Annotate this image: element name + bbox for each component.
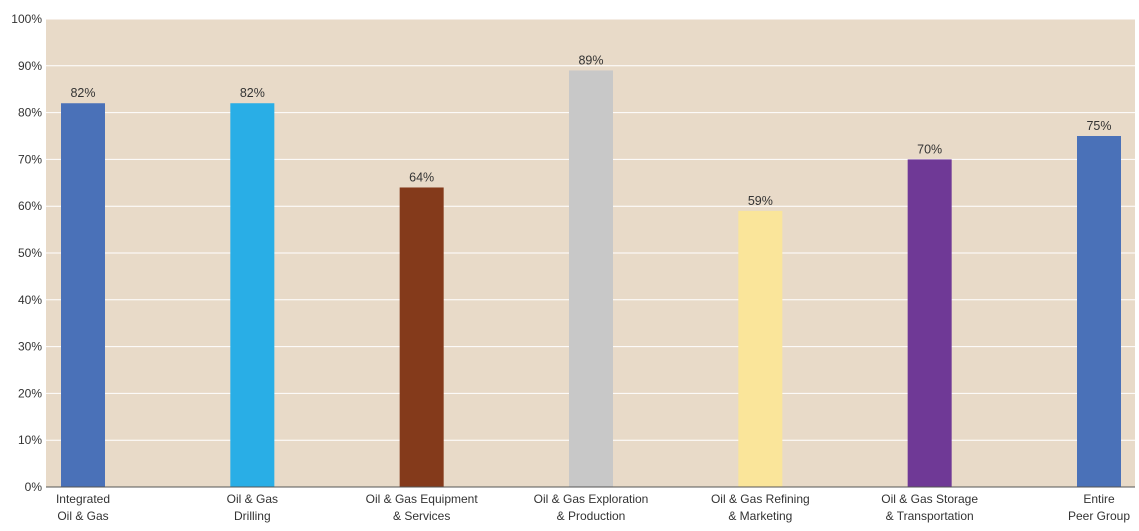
category-label: Oil & Gas — [57, 509, 108, 523]
bars — [61, 70, 1121, 488]
y-tick-label: 100% — [11, 12, 42, 26]
category-label: Oil & Gas Storage — [881, 492, 978, 506]
category-label: Entire — [1083, 492, 1115, 506]
bar — [1077, 136, 1121, 487]
data-label: 70% — [917, 142, 942, 156]
y-tick-label: 50% — [18, 246, 42, 260]
bar — [230, 103, 275, 488]
category-label: Oil & Gas — [227, 492, 278, 506]
y-tick-label: 30% — [18, 340, 42, 354]
y-tick-label: 40% — [18, 293, 42, 307]
bar — [738, 210, 783, 487]
bar — [61, 103, 105, 488]
category-label: Drilling — [234, 509, 271, 523]
data-label: 75% — [1086, 119, 1111, 133]
category-label: & Transportation — [886, 509, 974, 523]
category-label: Oil & Gas Refining — [711, 492, 810, 506]
bar — [399, 187, 444, 488]
category-label: & Marketing — [728, 509, 792, 523]
y-tick-label: 20% — [18, 386, 42, 400]
data-label: 64% — [409, 170, 434, 184]
category-label: & Services — [393, 509, 450, 523]
x-axis-category-labels: Integrated Oil & Gas Oil & Gas Drilling Oil … — [56, 492, 1130, 523]
y-tick-label: 0% — [25, 480, 43, 494]
category-label: Integrated — [56, 492, 110, 506]
data-label: 82% — [70, 86, 95, 100]
data-label: 82% — [240, 86, 265, 100]
y-tick-label: 90% — [18, 59, 42, 73]
category-label: & Production — [557, 509, 626, 523]
y-tick-label: 60% — [18, 199, 42, 213]
category-label: Oil & Gas Exploration — [534, 492, 649, 506]
category-label: Peer Group — [1068, 509, 1130, 523]
y-tick-label: 10% — [18, 433, 42, 447]
y-axis-tick-labels: 0% 10% 20% 30% 40% 50% 60% 70% 80% 90% 100% — [11, 12, 42, 494]
data-label: 59% — [748, 194, 773, 208]
bar — [569, 70, 613, 487]
category-label: Oil & Gas Equipment — [366, 492, 479, 506]
y-tick-label: 80% — [18, 106, 42, 120]
data-label: 89% — [578, 53, 603, 67]
data-labels: 82% 82% 64% 89% 59% 70% 75% — [70, 53, 1111, 207]
bar — [907, 159, 952, 487]
y-tick-label: 70% — [18, 152, 42, 166]
